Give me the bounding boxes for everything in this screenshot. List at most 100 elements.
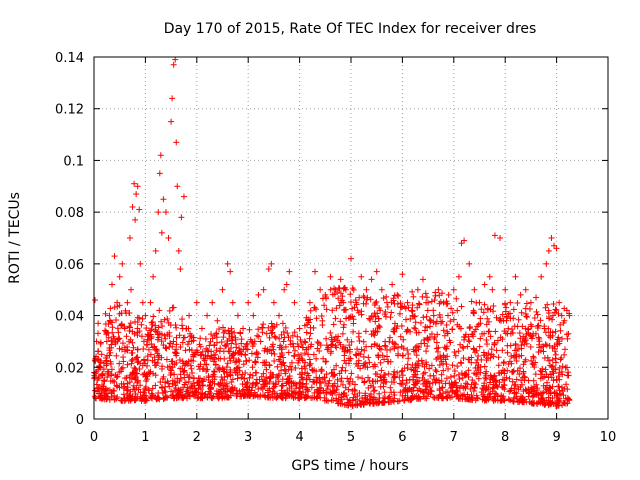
data-point [363,343,370,350]
data-point [173,324,180,331]
data-point [513,357,520,364]
data-point [371,387,378,394]
data-point [328,370,335,377]
data-point [287,337,294,344]
data-point [321,302,328,309]
data-point [468,298,475,305]
data-point [486,379,493,386]
data-point [452,352,459,359]
data-point [294,340,301,347]
data-point [309,367,316,374]
data-point [410,313,417,320]
data-point [246,326,253,333]
data-point [361,378,368,385]
data-point [444,312,451,319]
data-point [346,314,353,321]
x-tick-label: 6 [398,430,406,445]
data-point [308,384,315,391]
data-point [388,309,395,316]
data-point [350,328,357,335]
data-point [271,357,278,364]
data-point [159,363,166,370]
data-point [223,364,230,371]
data-point [424,343,431,350]
data-point [549,356,556,363]
data-point [475,375,482,382]
data-point [176,332,183,339]
y-tick-label: 0.14 [55,51,84,66]
data-point [467,385,474,392]
data-point [100,366,107,373]
y-tick-label: 0.02 [55,361,84,376]
x-tick-label: 7 [450,430,458,445]
data-point [126,324,133,331]
x-tick-label: 3 [244,430,252,445]
data-point [465,374,472,381]
data-point [428,298,435,305]
data-point [189,369,196,376]
x-tick-label: 0 [90,430,98,445]
x-tick-label: 4 [295,430,303,445]
data-point [549,395,556,402]
y-tick-label: 0.08 [55,206,84,221]
data-point [292,365,299,372]
data-point [466,338,473,345]
data-point [534,311,541,318]
y-tick-label: 0.12 [55,103,84,118]
data-point [358,308,365,315]
data-point [520,368,527,375]
data-points [91,56,573,410]
x-tick-label: 10 [600,430,617,445]
data-point [535,322,542,329]
data-point [306,335,313,342]
data-point [564,335,571,342]
x-tick-label: 9 [552,430,560,445]
data-point [134,359,141,366]
data-point [260,321,267,328]
data-point [347,291,354,298]
data-point [516,330,523,337]
data-point [360,338,367,345]
data-point [552,306,559,313]
data-point [292,380,299,387]
data-point [474,370,481,377]
data-point [360,353,367,360]
x-tick-label: 1 [141,430,149,445]
data-point [420,314,427,321]
data-point [471,384,478,391]
data-point [212,351,219,358]
data-point [546,357,553,364]
data-point [377,373,384,380]
data-point [362,328,369,335]
y-axis-label: ROTI / TECUs [7,192,23,284]
data-point [530,377,537,384]
y-tick-label: 0.06 [55,258,84,273]
data-point [275,378,282,385]
data-point [320,355,327,362]
data-point [323,390,330,397]
data-point [436,362,443,369]
data-point [372,363,379,370]
data-point [472,326,479,333]
data-point [219,324,226,331]
data-point [313,355,320,362]
y-tick-label: 0.04 [55,310,84,325]
data-point [490,302,497,309]
data-point [505,325,512,332]
data-point [454,307,461,314]
data-point [407,315,414,322]
data-point [450,316,457,323]
data-point [385,370,392,377]
data-point [289,332,296,339]
y-tick-label: 0 [76,413,84,428]
data-point [123,333,130,340]
data-point [423,348,430,355]
data-point [427,317,434,324]
data-point [144,362,151,369]
data-point [397,333,404,340]
data-point [323,371,330,378]
data-point [405,304,412,311]
x-tick-label: 5 [347,430,355,445]
data-point [199,348,206,355]
